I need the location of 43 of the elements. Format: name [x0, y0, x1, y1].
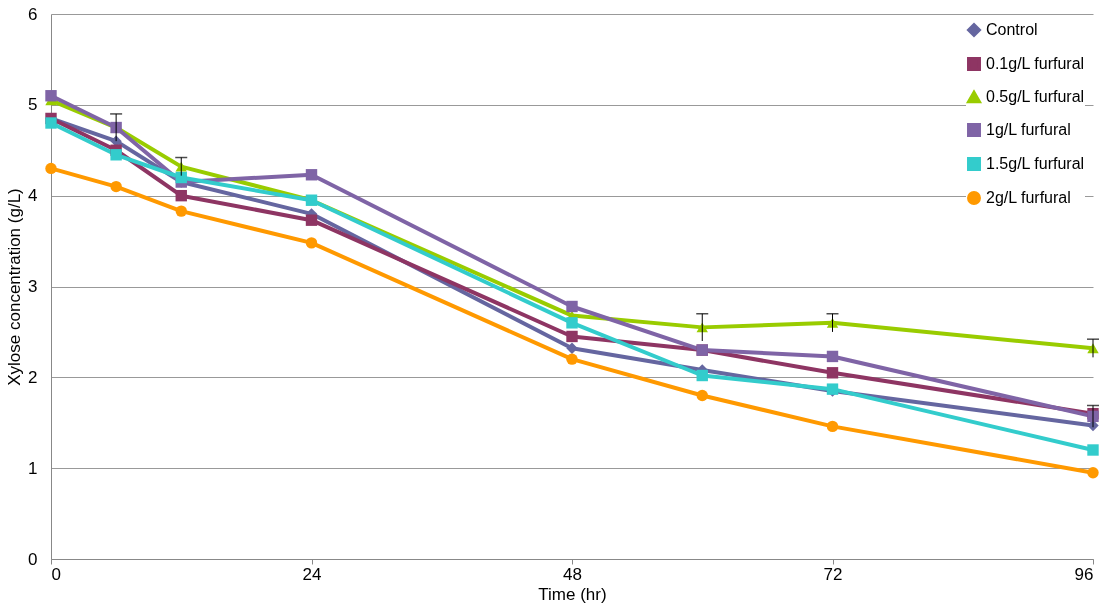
- x-tick-label: 96: [1074, 564, 1094, 584]
- point: [566, 300, 578, 313]
- x-tick-label: 0: [51, 564, 61, 584]
- y-tick-label: 4: [28, 186, 38, 206]
- y-tick-label: 5: [28, 95, 38, 115]
- point: [175, 205, 187, 217]
- point: [826, 420, 839, 433]
- y-tick-label: 1: [28, 458, 38, 478]
- point: [110, 149, 122, 161]
- point: [696, 369, 708, 382]
- point: [305, 169, 318, 181]
- point: [45, 117, 57, 129]
- point: [175, 171, 187, 184]
- point: [45, 90, 57, 102]
- point: [826, 367, 839, 379]
- y-tick-label: 2: [28, 367, 38, 387]
- x-axis-title: Time (hr): [538, 584, 607, 604]
- point: [826, 350, 839, 363]
- y-axis-title: Xylose concentration (g/L): [5, 188, 25, 386]
- point: [566, 353, 578, 365]
- legend-label: 2g/L furfural: [986, 189, 1071, 206]
- point: [566, 342, 578, 354]
- point: [45, 162, 57, 175]
- legend-label: 0.5g/L furfural: [986, 88, 1085, 105]
- y-tick-label: 3: [28, 277, 38, 296]
- point: [305, 237, 318, 249]
- legend-label: 1g/L furfural: [986, 121, 1071, 138]
- y-tick-label: 6: [28, 4, 38, 24]
- x-tick-label: 24: [302, 564, 322, 584]
- x-tick-label: 72: [823, 564, 843, 584]
- point: [696, 389, 708, 402]
- point: [305, 214, 318, 226]
- legend-label: 1.5g/L furfural: [986, 155, 1085, 172]
- legend-label: Control: [986, 21, 1038, 38]
- legend-label: 0.1g/L furfural: [986, 55, 1085, 72]
- x-tick-label: 48: [563, 564, 582, 584]
- point: [566, 330, 578, 343]
- point: [1087, 444, 1099, 456]
- point: [110, 180, 122, 193]
- point: [1087, 467, 1099, 479]
- y-tick-label: 0: [28, 549, 38, 569]
- point: [175, 189, 187, 202]
- point: [566, 317, 578, 329]
